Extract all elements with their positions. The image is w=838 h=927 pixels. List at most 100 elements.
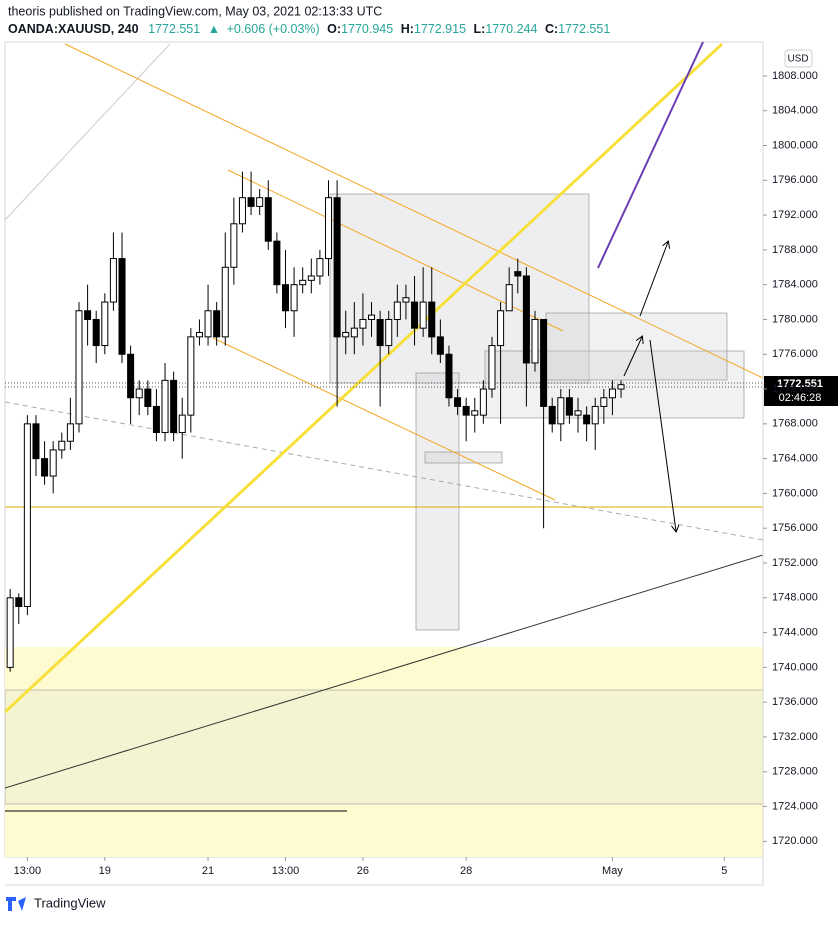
candle-body	[75, 310, 83, 425]
y-tick-label: 1756.000	[772, 522, 818, 534]
candle-body	[23, 423, 31, 607]
y-tick-label: 1736.000	[772, 696, 818, 708]
y-tick-label: 1796.000	[772, 174, 818, 186]
arrow: ▲	[208, 22, 220, 36]
candle-body	[84, 310, 92, 320]
y-tick-label: 1776.000	[772, 348, 818, 360]
y-tick-label: 1764.000	[772, 453, 818, 465]
candle-body	[256, 197, 264, 207]
candle-body	[273, 240, 281, 286]
candle-body	[161, 379, 169, 434]
candle-body	[213, 310, 221, 338]
candle-body	[479, 388, 487, 416]
candle-body	[557, 397, 565, 425]
header-quote: OANDA:XAUUSD, 240 1772.551 ▲ +0.606 (+0.…	[8, 22, 610, 36]
y-tick-label: 1768.000	[772, 418, 818, 430]
candle-body	[583, 414, 591, 425]
candle-body	[402, 297, 410, 303]
candle-body	[290, 284, 298, 312]
brand: TradingView	[34, 895, 106, 910]
y-tick-label: 1740.000	[772, 661, 818, 673]
candle-body	[531, 318, 539, 364]
candle-body	[58, 440, 66, 451]
change: +0.606 (+0.03%)	[227, 22, 320, 36]
label: O:	[327, 22, 341, 36]
y-tick-label: 1804.000	[772, 105, 818, 117]
candle-body	[66, 423, 74, 442]
candle-body	[101, 301, 109, 347]
candle-body	[565, 397, 573, 416]
countdown: 02:46:28	[779, 392, 822, 404]
logo: TradingView	[6, 895, 106, 911]
candle-body	[445, 353, 453, 399]
candle-body	[41, 458, 49, 477]
candle-body	[127, 353, 135, 399]
y-tick-label: 1752.000	[772, 557, 818, 569]
candle-body	[608, 388, 616, 399]
value: 1770.244	[485, 22, 537, 36]
candle-body	[195, 332, 203, 338]
candle-body	[204, 310, 212, 338]
candle-body	[144, 388, 152, 407]
candle-body	[230, 223, 238, 268]
box	[545, 312, 728, 381]
value: 1770.945	[341, 22, 393, 36]
candle-body	[393, 301, 401, 320]
trend-line	[5, 43, 171, 221]
y-tick-label: 1800.000	[772, 139, 818, 151]
currency-box	[784, 49, 813, 68]
value: 1772.551	[558, 22, 610, 36]
candle-body	[368, 314, 376, 320]
y-tick-label: 1772.000	[772, 383, 818, 395]
channel-line	[64, 43, 763, 379]
label: C:	[545, 22, 558, 36]
candle-body	[187, 336, 195, 416]
candle-body	[324, 197, 333, 260]
candle-body	[514, 271, 522, 277]
symbol: OANDA:XAUUSD, 240	[8, 22, 139, 36]
x-tick-label: 28	[460, 865, 472, 877]
candle-body	[178, 414, 186, 434]
candle-body	[333, 197, 341, 338]
candle-body	[221, 266, 229, 338]
candle-body	[135, 388, 143, 399]
candle-body	[488, 345, 496, 390]
y-tick-label: 1808.000	[772, 70, 818, 82]
candle-body	[574, 410, 582, 416]
candle-body	[247, 197, 255, 207]
candle-body	[350, 327, 358, 338]
candle-body	[32, 423, 40, 460]
last: 1772.551	[148, 22, 200, 36]
arrow	[649, 339, 676, 531]
candle-body	[15, 597, 23, 607]
y-tick-label: 1792.000	[772, 209, 818, 221]
candle-body	[6, 597, 14, 668]
drawings	[5, 42, 763, 857]
candle-body	[109, 258, 117, 303]
arrow	[639, 242, 668, 317]
y-tick-label: 1744.000	[772, 626, 818, 638]
candle-body	[307, 275, 315, 281]
trend-line	[597, 42, 704, 269]
trend-line	[5, 42, 724, 714]
x-tick-label: 19	[99, 865, 111, 877]
y-tick-label: 1732.000	[772, 731, 818, 743]
candle-body	[316, 258, 324, 277]
trend-line	[5, 554, 763, 789]
y-tick-label: 1728.000	[772, 766, 818, 778]
candle-body	[238, 197, 246, 225]
zone	[5, 689, 763, 805]
candle-body	[419, 301, 427, 329]
price-label-box	[764, 376, 838, 406]
candle-body	[299, 279, 307, 286]
candle-body	[170, 379, 178, 434]
candle-body	[505, 284, 513, 312]
candle-body	[92, 318, 100, 347]
x-tick-label: 26	[357, 865, 369, 877]
candle-body	[462, 405, 470, 416]
candle-body	[591, 405, 599, 425]
y-tick-label: 1788.000	[772, 244, 818, 256]
price-label: 1772.551	[777, 378, 823, 390]
y-tick-label: 1780.000	[772, 313, 818, 325]
